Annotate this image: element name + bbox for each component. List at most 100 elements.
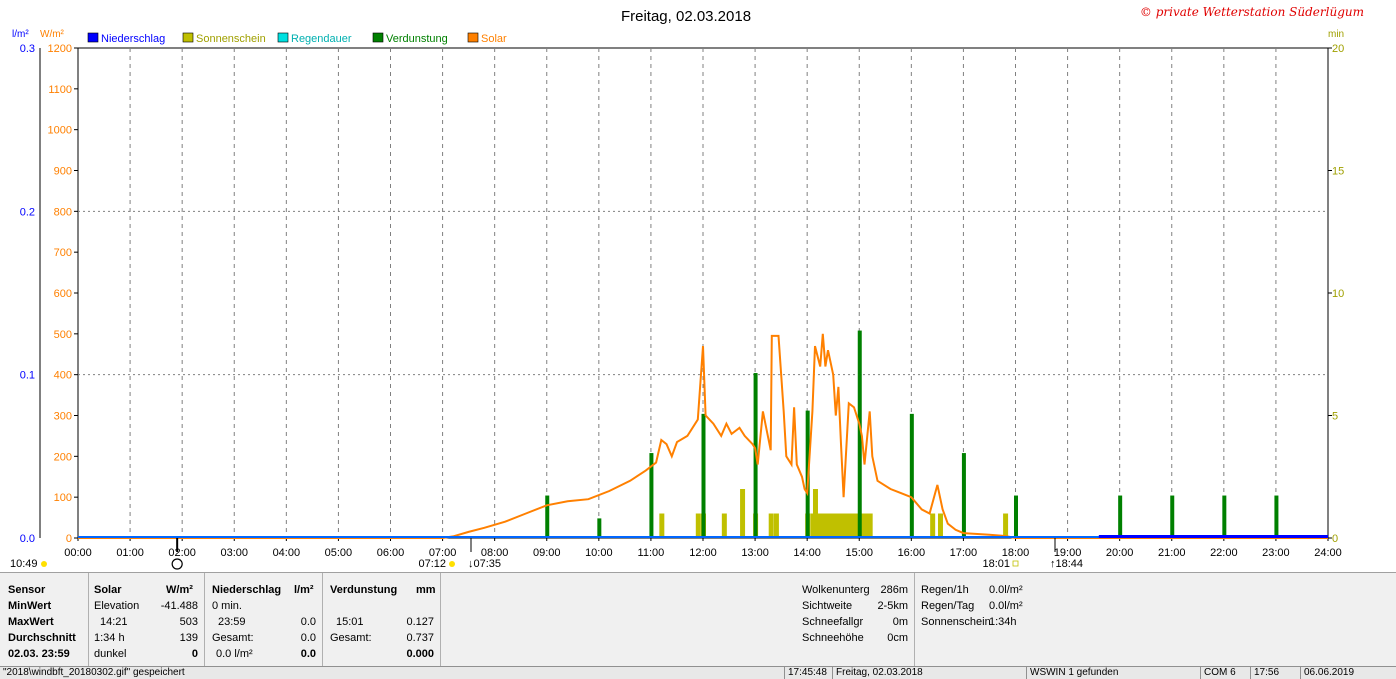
x-tick-label: 00:00 [64,547,92,559]
status-clock-date: 06.06.2019 [1300,667,1394,679]
x-tick-label: 04:00 [273,547,301,559]
rain-day-value: 0.0l/m² [989,600,1023,612]
moon-icon [41,561,47,567]
sunset-time: 18:01 [982,558,1010,570]
evaporation-bar [1274,495,1279,538]
sunshine-bar [937,513,943,538]
x-tick-label: 02:00 [168,547,196,559]
x-tick-label: 13:00 [741,547,769,559]
rain-hour-value: 0.0l/m² [989,584,1023,596]
y-tick-label-solar: 0 [66,533,72,545]
x-tick-label: 07:00 [429,547,457,559]
evap-total-label: Gesamt: [330,632,372,644]
x-tick-label: 16:00 [898,547,926,559]
legend-swatch [372,32,384,43]
sunshine-bar [844,513,850,538]
y-tick-label-minutes: 20 [1332,43,1344,55]
sensor-column: Sensor MinWert MaxWert Durchschnitt 02.0… [0,573,89,667]
y-tick-label-solar: 100 [54,492,72,504]
dawn-time: ↓07:35 [468,558,501,570]
x-tick-label: 17:00 [950,547,978,559]
sunshine-bar [1003,513,1009,538]
solar-line [78,333,1328,539]
evaporation-bar [1118,495,1123,538]
evap-header: Verdunstung [330,584,398,596]
dusk-time: ↑18:44 [1050,558,1083,570]
solar-min-value: -41.488 [160,600,198,612]
x-tick-label: 11:00 [638,547,665,559]
evaporation-bar [545,495,550,538]
x-tick-label: 24:00 [1314,547,1342,559]
x-tick-label: 21:00 [1158,547,1186,559]
legend-swatch [277,32,289,43]
x-tick-label: 08:00 [481,547,509,559]
row-label-current: 02.03. 23:59 [8,648,70,660]
y-tick-label-solar: 1100 [48,84,72,96]
precip-header: Niederschlag [212,584,282,596]
x-tick-label: 23:00 [1262,547,1290,559]
x-tick-label: 19:00 [1054,547,1082,559]
status-message: "2018\windbft_20180302.gif" gespeichert [3,667,185,678]
sunshine-bar [840,513,846,538]
evaporation-bar [1014,495,1018,538]
sunshine-bar [721,513,727,538]
chart-title: Freitag, 02.03.2018 [621,8,751,25]
evaporation-bar [961,453,966,538]
evaporation-bar [909,413,914,538]
legend-label: Niederschlag [101,33,165,45]
precip-current-value: 0.0 [300,648,316,660]
rain-column: Regen/1h 0.0l/m² Regen/Tag 0.0l/m² Sonne… [914,573,1031,667]
x-tick-label: 20:00 [1106,547,1134,559]
legend-label: Verdunstung [386,33,448,45]
solar-max-value: 503 [179,616,198,628]
evaporation-bar [1222,495,1227,538]
solar-avg-value: 139 [179,632,198,644]
snowline-label: Schneefallgr [802,616,864,628]
y-tick-label-solar: 300 [54,411,72,423]
y-tick-label-precip: 0.3 [20,43,35,55]
precip-max-value: 0.0 [300,616,316,628]
y-tick-label-solar: 400 [54,370,72,382]
precip-line [1098,535,1328,538]
sunrise-time: 07:12 [418,558,446,570]
solar-current-value: 0 [191,648,198,660]
x-tick-label: 15:00 [845,547,873,559]
y-tick-label-minutes: 10 [1332,288,1344,300]
sunshine-bar [930,513,936,538]
sunshine-bar [862,513,868,538]
sunshine-bar [741,489,745,538]
solar-min-label: Elevation [94,600,140,612]
sunshine-bar [831,513,837,538]
cloudbase-value: 286m [880,584,908,596]
y-tick-label-solar: 1000 [48,125,72,137]
x-tick-label: 14:00 [793,547,821,559]
y-tick-label-solar: 600 [54,288,72,300]
legend-label: Regendauer [291,33,352,45]
y-tick-label-precip: 0.0 [20,533,35,545]
y-tick-label-minutes: 5 [1332,411,1338,423]
x-tick-label: 18:00 [1002,547,1030,559]
status-bar: "2018\windbft_20180302.gif" gespeichert … [0,666,1396,679]
sunshine-label: Sonnenschein [921,616,991,628]
weather-column: Wolkenunterg 286m Sichtweite 2-5km Schne… [796,573,912,667]
visibility-value: 2-5km [877,600,908,612]
solar-unit: W/m² [166,584,193,596]
sunshine-bar [853,513,859,538]
precip-max-time: 23:59 [218,616,246,628]
sunshine-bar [814,513,820,538]
legend-swatch [182,32,194,43]
y-tick-label-solar: 900 [54,166,72,178]
info-panel: Sensor MinWert MaxWert Durchschnitt 02.0… [0,572,1396,667]
unit-label-minutes: min [1328,29,1344,40]
sunshine-bar [866,513,872,538]
y-tick-label-minutes: 15 [1332,166,1344,178]
y-tick-label-solar: 500 [54,329,72,341]
moon-phase-icon [171,558,183,570]
rain-day-label: Regen/Tag [921,600,975,612]
precip-min-label: 0 min. [212,600,242,612]
legend-label: Solar [481,33,507,45]
sunshine-bar [849,513,855,538]
row-label-max: MaxWert [8,616,54,628]
status-time: 17:45:48 [784,667,832,679]
visibility-label: Sichtweite [802,600,853,612]
